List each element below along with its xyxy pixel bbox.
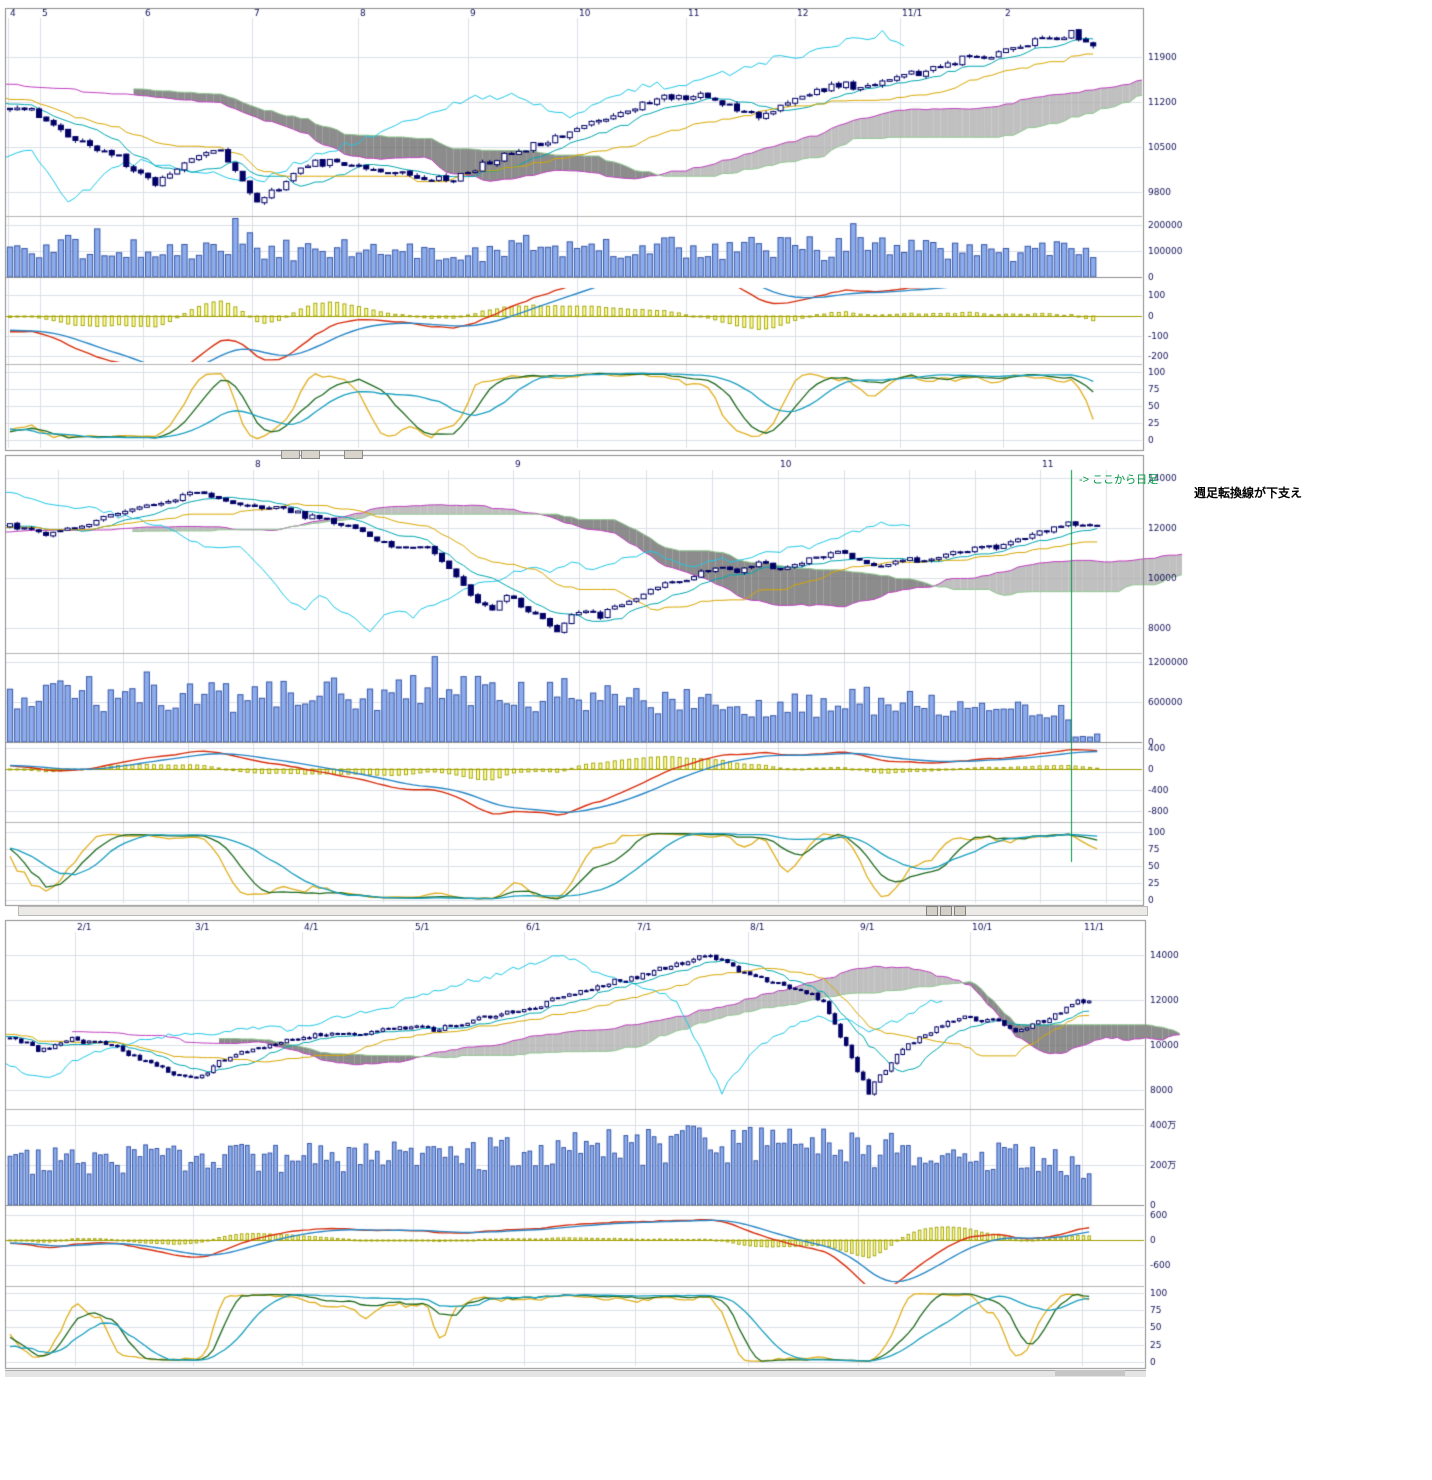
scrollbar-thumb[interactable] — [1055, 1370, 1125, 1376]
panel3-horizontal-scrollbar[interactable] — [5, 1370, 1146, 1377]
daily-from-here-note: -> ここから日足 — [1079, 474, 1159, 486]
scrollbar-button[interactable] — [926, 906, 938, 916]
scrollbar-button[interactable] — [954, 906, 966, 916]
ui-fragment-button[interactable] — [344, 450, 363, 459]
ui-fragment-button[interactable] — [281, 450, 300, 459]
panel2-horizontal-scrollbar[interactable] — [18, 906, 1148, 916]
weekly-support-note: 週足転換線が下支え — [1194, 486, 1303, 500]
ui-fragment-button[interactable] — [301, 450, 320, 459]
scrollbar-button[interactable] — [940, 906, 952, 916]
